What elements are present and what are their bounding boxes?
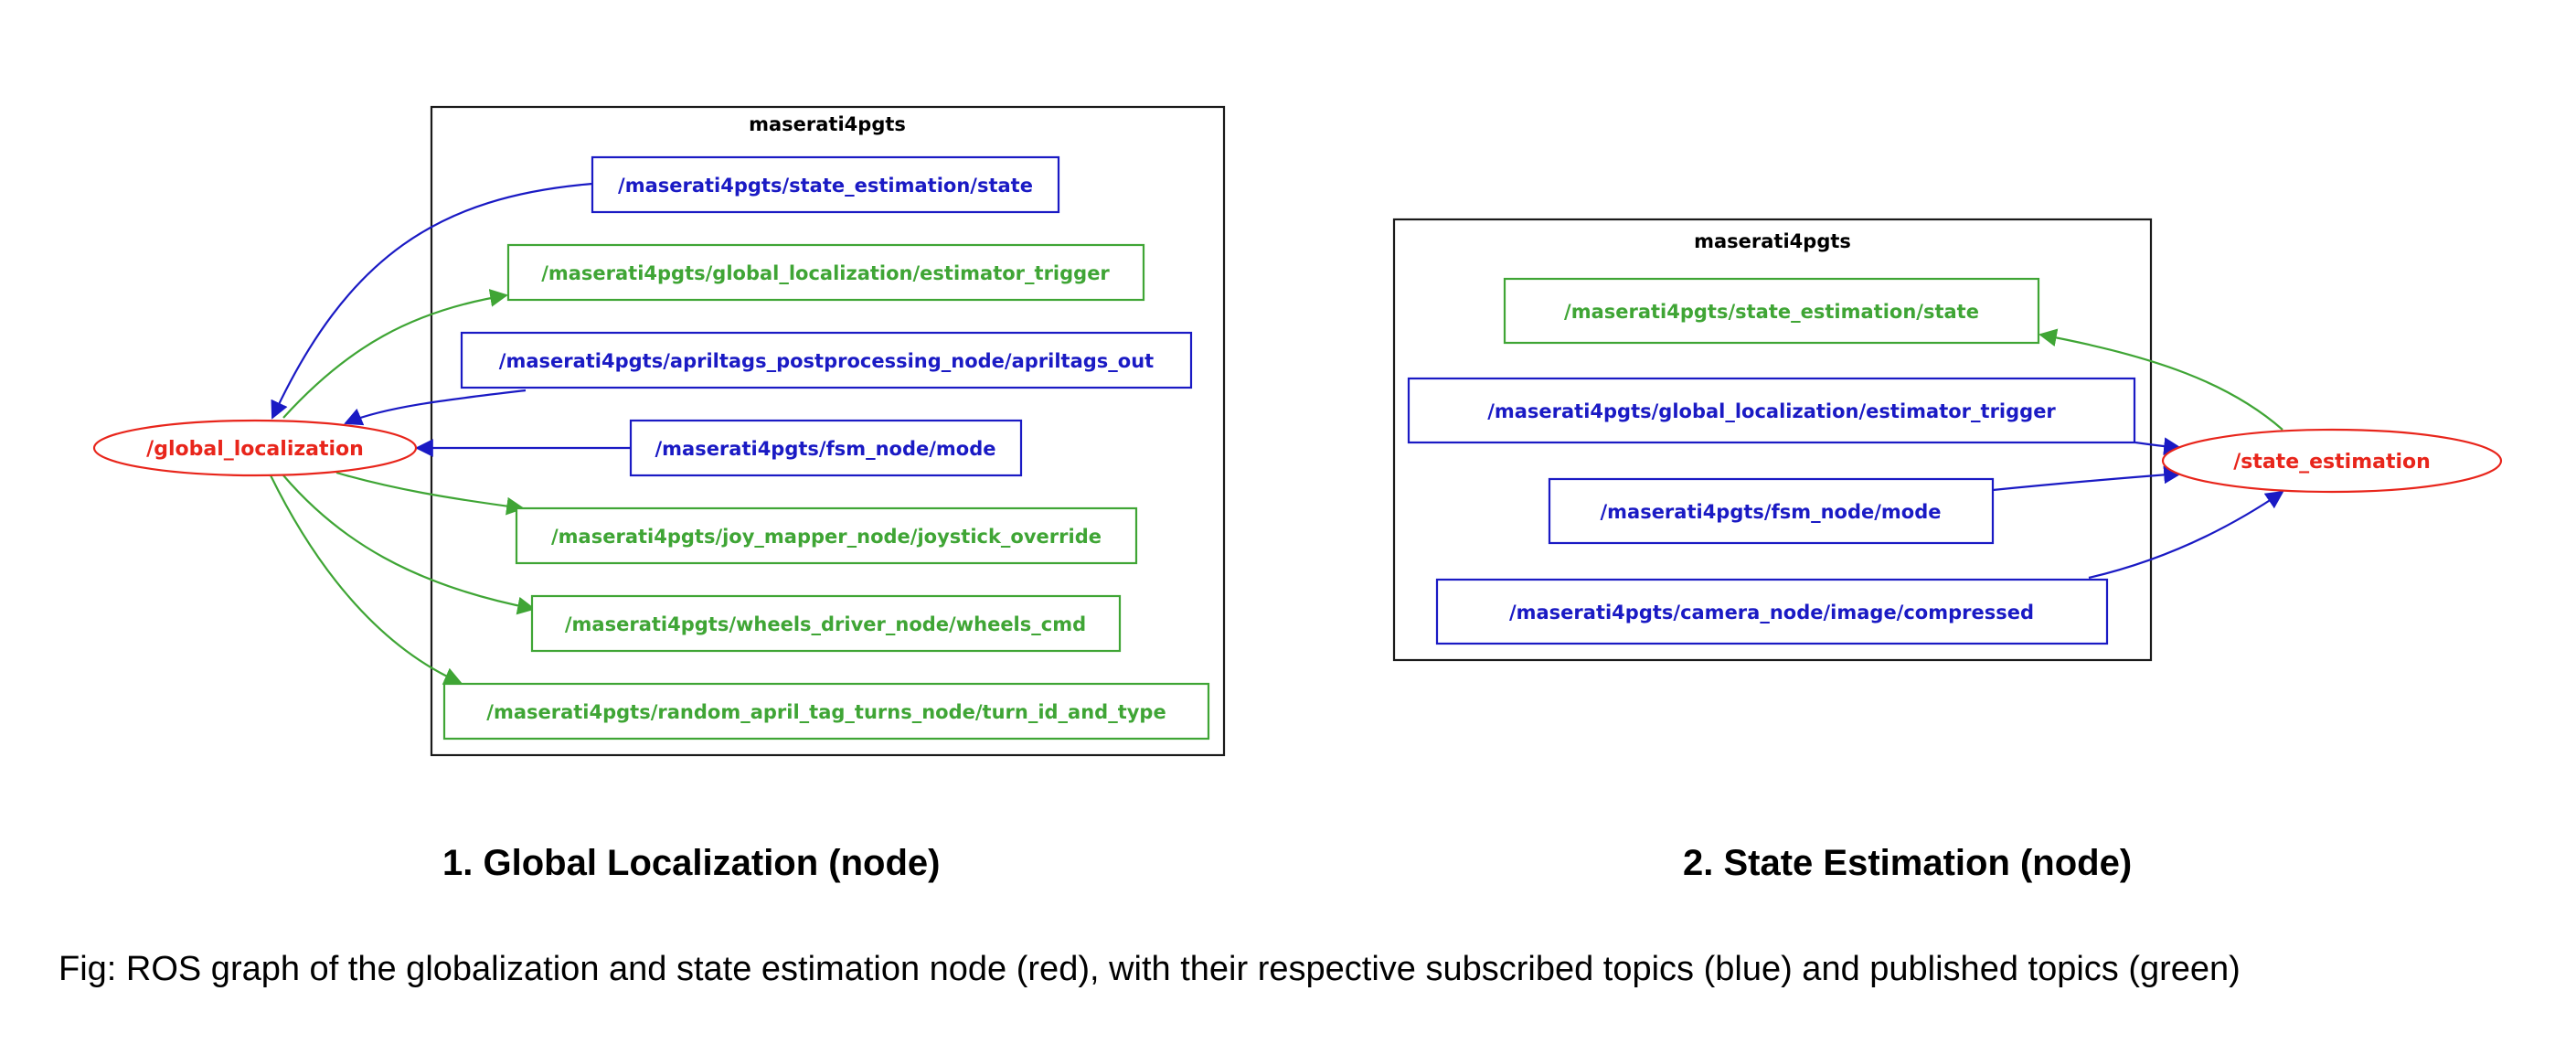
- graph1-cluster-label: maserati4pgts: [749, 113, 906, 135]
- graph1-topic-box: [460, 331, 1193, 389]
- graph2-edge-estimator-trigger-to-node: [2134, 437, 2182, 456]
- graph1-topic-box: [530, 594, 1122, 653]
- graph1-topic: /maserati4pgts/wheels_driver_node/wheels…: [530, 594, 1122, 653]
- graph2-topic-box: [1503, 277, 2040, 345]
- graph1-topic-label: /maserati4pgts/joy_mapper_node/joystick_…: [551, 526, 1102, 548]
- graph2-topic: /maserati4pgts/fsm_node/mode: [1548, 477, 1995, 545]
- graph2-topic-box: [1548, 477, 1995, 545]
- graph1-edge-node-to-joystick-override: [335, 471, 525, 516]
- graph1-topic: /maserati4pgts/fsm_node/mode: [629, 419, 1023, 477]
- graph2-cluster-box: [1392, 218, 2153, 662]
- graph2-topic-label: /maserati4pgts/fsm_node/mode: [1600, 501, 1941, 523]
- graph2-node-ellipse: [2161, 428, 2503, 494]
- graph2-edge-fsm-mode-to-node: [1992, 465, 2182, 492]
- graph1-topic: /maserati4pgts/random_april_tag_turns_no…: [442, 682, 1210, 741]
- graph1-topic-label: /maserati4pgts/global_localization/estim…: [541, 262, 1110, 284]
- graph1-topic-box: [442, 682, 1210, 741]
- graph1-edge-state-to-node: [271, 182, 593, 420]
- graph2-topic: /maserati4pgts/camera_node/image/compres…: [1435, 578, 2109, 645]
- graph1-topic-box: [591, 155, 1060, 214]
- graph1-node-label: /global_localization: [146, 438, 364, 461]
- graph1-subtitle: 1. Global Localization (node): [442, 843, 941, 883]
- graph1-topic: /maserati4pgts/global_localization/estim…: [506, 243, 1145, 302]
- graph1-topic-box: [629, 419, 1023, 477]
- figure-caption: Fig: ROS graph of the globalization and …: [59, 950, 2241, 988]
- graph2-subtitle: 2. State Estimation (node): [1683, 843, 2133, 883]
- graph1-topic: /maserati4pgts/joy_mapper_node/joystick_…: [515, 506, 1138, 565]
- graph2-topic-label: /maserati4pgts/camera_node/image/compres…: [1509, 602, 2034, 623]
- graph1-edge-node-to-wheels-cmd: [282, 474, 536, 615]
- graph1-topic-label: /maserati4pgts/apriltags_postprocessing_…: [499, 350, 1154, 372]
- graph2-edge-node-to-state: [2038, 328, 2283, 431]
- graph1-cluster-box: [430, 105, 1226, 757]
- graph2-topic: /maserati4pgts/state_estimation/state: [1503, 277, 2040, 345]
- graph1-topic-box: [515, 506, 1138, 565]
- graph1-topic-label: /maserati4pgts/wheels_driver_node/wheels…: [565, 613, 1086, 635]
- graph2-diagram: maserati4pgts /state_estimation /maserat…: [1392, 218, 2503, 662]
- graph1-edge-apriltags-to-node: [344, 389, 527, 426]
- graph1-edge-node-to-estimator-trigger: [282, 289, 508, 419]
- graph2-topic: /maserati4pgts/global_localization/estim…: [1407, 377, 2136, 444]
- graph2-topic-label: /maserati4pgts/global_localization/estim…: [1487, 400, 2056, 422]
- graph2-edge-camera-to-node: [2088, 490, 2284, 580]
- graph2-topic-box: [1435, 578, 2109, 645]
- graph1-topic-label: /maserati4pgts/fsm_node/mode: [655, 438, 995, 460]
- graph2-cluster-label: maserati4pgts: [1694, 230, 1851, 252]
- graph1-topic-box: [506, 243, 1145, 302]
- graph2-node-label: /state_estimation: [2233, 451, 2431, 474]
- graph1-topic: /maserati4pgts/state_estimation/state: [591, 155, 1060, 214]
- graph1-topic: /maserati4pgts/apriltags_postprocessing_…: [460, 331, 1193, 389]
- graph1-edge-node-to-turn-id: [270, 474, 463, 685]
- graph1-topic-label: /maserati4pgts/random_april_tag_turns_no…: [486, 701, 1166, 723]
- graph1-node-ellipse: [92, 419, 418, 477]
- graph1-diagram: maserati4pgts /global_localization /mase…: [92, 105, 1226, 757]
- graph2-topic-box: [1407, 377, 2136, 444]
- graph2-topic-label: /maserati4pgts/state_estimation/state: [1564, 301, 1979, 323]
- graph1-topic-label: /maserati4pgts/state_estimation/state: [618, 175, 1033, 197]
